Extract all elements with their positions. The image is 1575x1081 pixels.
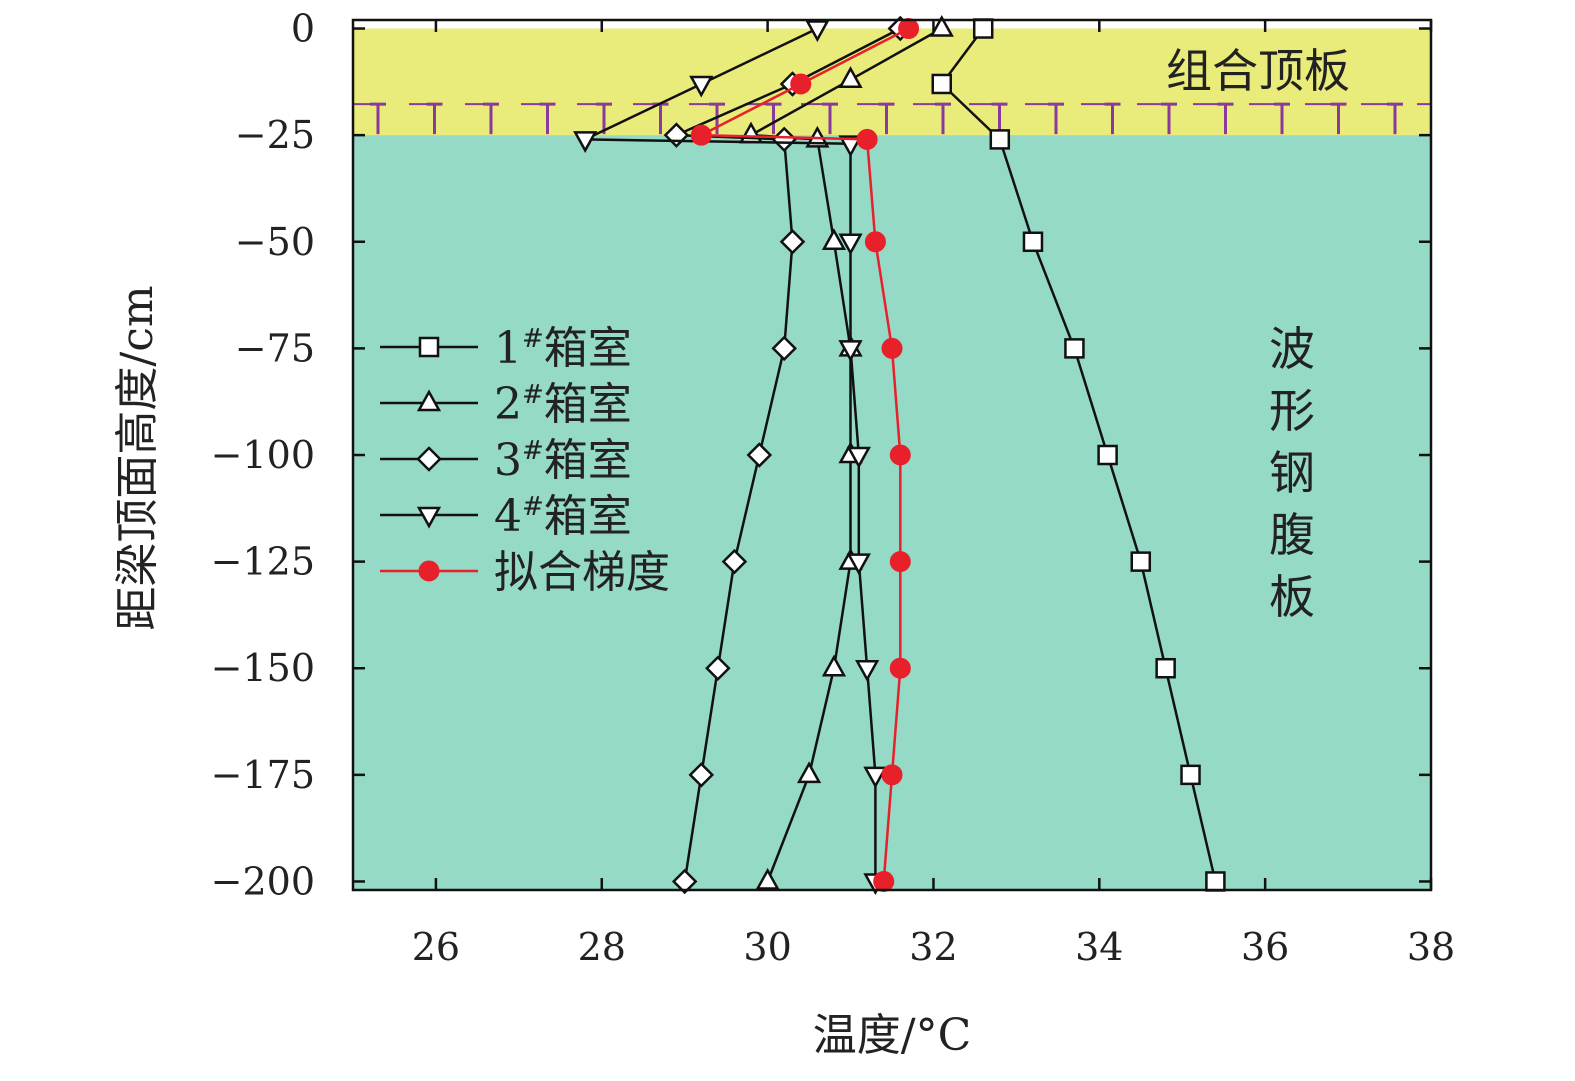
series-line bbox=[940, 27, 1217, 882]
data-point bbox=[821, 654, 847, 677]
data-point bbox=[1180, 764, 1201, 786]
legend-item: 1#箱室 bbox=[380, 323, 632, 374]
data-point bbox=[573, 131, 598, 153]
data-point bbox=[1097, 444, 1118, 466]
y-tick-label: −50 bbox=[235, 220, 315, 264]
web-label-char: 腹 bbox=[1269, 508, 1315, 562]
data-point bbox=[705, 655, 731, 682]
data-point bbox=[721, 548, 748, 575]
y-axis-title: 距梁顶面高度/cm bbox=[112, 285, 163, 630]
data-point bbox=[856, 128, 878, 150]
legend-label: 拟合梯度 bbox=[494, 547, 670, 598]
x-tick-label: 34 bbox=[1075, 925, 1123, 969]
x-tick-label: 26 bbox=[412, 925, 460, 969]
data-point bbox=[688, 762, 715, 788]
data-point bbox=[838, 233, 863, 256]
data-point bbox=[690, 124, 712, 146]
data-point bbox=[416, 389, 442, 412]
data-point bbox=[1064, 338, 1085, 359]
y-tick-label: 0 bbox=[291, 7, 315, 51]
y-tick-label: −25 bbox=[235, 113, 315, 157]
y-tick-label: −175 bbox=[211, 753, 315, 797]
x-tick-label: 28 bbox=[578, 925, 626, 969]
legend-label: 3#箱室 bbox=[494, 435, 632, 486]
x-tick-label: 30 bbox=[743, 925, 791, 969]
data-point bbox=[796, 761, 822, 784]
data-point bbox=[671, 868, 698, 895]
web-label-char: 波 bbox=[1269, 322, 1315, 376]
data-point bbox=[1022, 231, 1044, 253]
web-label-char: 形 bbox=[1269, 384, 1315, 438]
data-point bbox=[771, 126, 797, 153]
y-tick-label: −150 bbox=[211, 646, 315, 690]
data-point bbox=[418, 560, 440, 582]
data-point bbox=[863, 766, 888, 789]
data-point bbox=[929, 14, 954, 37]
data-point bbox=[416, 446, 442, 472]
legend-label: 2#箱室 bbox=[494, 379, 632, 430]
data-point bbox=[416, 506, 442, 529]
web-label-char: 板 bbox=[1269, 570, 1315, 624]
data-point bbox=[755, 867, 780, 890]
data-point bbox=[898, 18, 920, 40]
legend-item: 4#箱室 bbox=[380, 491, 632, 542]
series-5 bbox=[690, 18, 920, 892]
data-point bbox=[790, 73, 812, 95]
data-point bbox=[864, 231, 886, 253]
series-layer bbox=[573, 14, 1226, 896]
data-point bbox=[1205, 871, 1226, 892]
data-point bbox=[854, 659, 880, 682]
legend-item: 拟合梯度 bbox=[380, 547, 670, 598]
legend-label: 1#箱室 bbox=[494, 323, 632, 374]
top-slab-region bbox=[353, 28, 1431, 136]
data-point bbox=[838, 135, 863, 158]
series-4 bbox=[573, 20, 888, 896]
data-point bbox=[846, 446, 871, 469]
data-point bbox=[805, 20, 830, 43]
data-point bbox=[771, 335, 797, 362]
x-tick-label: 36 bbox=[1241, 925, 1289, 969]
shear-studs bbox=[353, 102, 1431, 135]
data-point bbox=[931, 73, 953, 95]
y-tick-label: −200 bbox=[211, 859, 315, 903]
x-tick-label: 38 bbox=[1407, 925, 1455, 969]
x-axis-title: 温度/°C bbox=[813, 1010, 972, 1061]
data-point bbox=[418, 336, 440, 358]
axis-ticks: 26 28 30 32 34 36 38 0 −25 −50 −75 −100 −125 −150 −175… bbox=[211, 7, 1456, 969]
data-point bbox=[873, 870, 895, 892]
data-point bbox=[881, 337, 903, 359]
data-point bbox=[689, 75, 714, 98]
legend-item: 3#箱室 bbox=[380, 435, 632, 486]
x-tick-label: 32 bbox=[909, 925, 957, 969]
series-1 bbox=[931, 18, 1226, 892]
data-point bbox=[889, 444, 911, 466]
data-point bbox=[846, 553, 871, 576]
y-tick-label: −100 bbox=[211, 433, 315, 477]
legend-item: 2#箱室 bbox=[380, 379, 632, 430]
data-point bbox=[889, 657, 911, 679]
plot-frame bbox=[351, 18, 1433, 892]
data-point bbox=[838, 66, 863, 88]
data-point bbox=[838, 340, 863, 362]
data-point bbox=[889, 551, 911, 573]
legend-label: 4#箱室 bbox=[494, 491, 632, 542]
data-point bbox=[989, 129, 1011, 150]
data-point bbox=[1130, 551, 1152, 572]
data-point bbox=[1155, 657, 1176, 679]
y-tick-label: −125 bbox=[211, 540, 315, 584]
web-label-char: 钢 bbox=[1269, 446, 1315, 500]
top-slab-label: 组合顶板 bbox=[1166, 44, 1350, 98]
data-point bbox=[881, 764, 903, 786]
data-point bbox=[821, 228, 847, 251]
data-point bbox=[746, 442, 773, 468]
data-point bbox=[779, 228, 806, 255]
series-3 bbox=[663, 15, 914, 895]
data-point bbox=[972, 18, 994, 39]
y-tick-label: −75 bbox=[235, 326, 315, 370]
